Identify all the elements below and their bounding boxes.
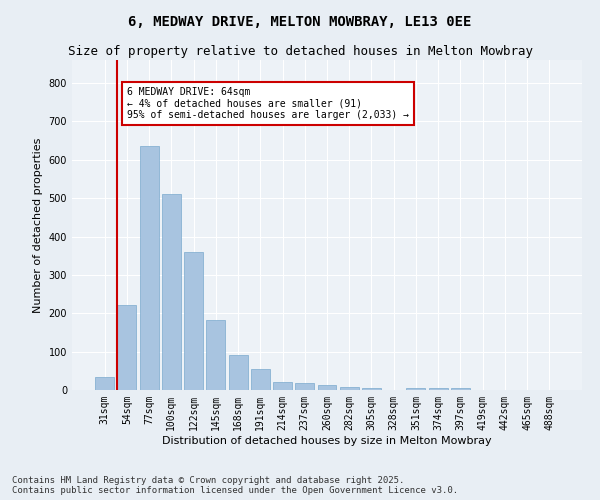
Text: 6, MEDWAY DRIVE, MELTON MOWBRAY, LE13 0EE: 6, MEDWAY DRIVE, MELTON MOWBRAY, LE13 0E… [128,15,472,29]
Bar [95,376,114,390]
Bar [429,388,448,390]
Bar [340,388,359,390]
Bar [162,194,181,390]
Bar [406,388,425,390]
Y-axis label: Number of detached properties: Number of detached properties [33,138,43,312]
Bar [229,356,248,390]
Bar [273,382,292,390]
Bar [206,320,225,390]
Bar [184,252,203,390]
Text: Size of property relative to detached houses in Melton Mowbray: Size of property relative to detached ho… [67,45,533,58]
Bar [251,369,270,390]
Text: Contains HM Land Registry data © Crown copyright and database right 2025.
Contai: Contains HM Land Registry data © Crown c… [12,476,458,495]
Bar [140,146,158,390]
Bar [317,386,337,390]
Bar [295,383,314,390]
Bar [118,305,136,390]
X-axis label: Distribution of detached houses by size in Melton Mowbray: Distribution of detached houses by size … [162,436,492,446]
Bar [451,388,470,390]
Bar [362,388,381,390]
Text: 6 MEDWAY DRIVE: 64sqm
← 4% of detached houses are smaller (91)
95% of semi-detac: 6 MEDWAY DRIVE: 64sqm ← 4% of detached h… [127,87,409,120]
